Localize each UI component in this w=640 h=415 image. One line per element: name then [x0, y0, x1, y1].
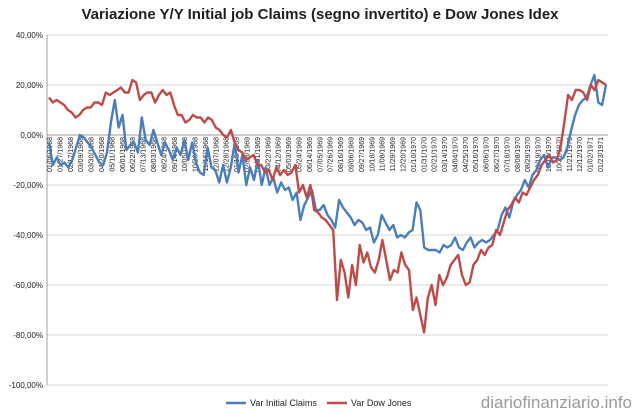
- series-line-dow-jones: [48, 78, 607, 334]
- x-tick-label: 07/13/1968: [141, 137, 148, 172]
- x-tick-label: 11/21/1970: [567, 137, 574, 172]
- x-tick-label: 12/07/1968: [213, 137, 220, 172]
- x-tick-label: 12/12/1970: [577, 137, 584, 172]
- x-tick-label: 11/08/1969: [380, 137, 387, 172]
- x-tick-label: 03/01/1969: [255, 137, 262, 172]
- x-tick-label: 09/27/1969: [359, 137, 366, 172]
- x-tick-label: 04/20/1968: [99, 137, 106, 172]
- x-tick-label: 07/05/1969: [317, 137, 324, 172]
- x-tick-label: 03/09/1968: [78, 137, 85, 172]
- x-tick-label: 08/16/1969: [338, 137, 345, 172]
- x-tick-label: 04/04/1970: [452, 137, 459, 172]
- x-tick-label: 07/18/1970: [504, 137, 511, 172]
- x-tick-label: 06/22/1968: [130, 137, 137, 172]
- x-tick-label: 10/26/1968: [193, 137, 200, 172]
- x-tick-label: 02/08/1969: [245, 137, 252, 172]
- x-tick-label: 02/17/1968: [68, 137, 75, 172]
- x-tick-label: 05/11/1968: [109, 137, 116, 172]
- legend-label: Var Initial Claims: [250, 398, 317, 408]
- x-tick-label: 10/05/1968: [182, 137, 189, 172]
- x-tick-label: 01/18/1969: [234, 137, 241, 172]
- x-tick-label: 01/31/1970: [421, 137, 428, 172]
- x-tick-label: 06/06/1970: [484, 137, 491, 172]
- x-tick-label: 01/27/1968: [57, 137, 64, 172]
- x-tick-label: 03/14/1970: [442, 137, 449, 172]
- chart-title: Variazione Y/Y Initial job Claims (segno…: [81, 6, 559, 23]
- y-tick-label: -100,00%: [9, 381, 43, 390]
- x-tick-label: 09/19/1970: [536, 137, 543, 172]
- y-tick-label: 0,00%: [20, 131, 43, 140]
- x-tick-label: 08/24/1968: [161, 137, 168, 172]
- y-tick-label: 20,00%: [16, 81, 43, 90]
- x-tick-label: 08/08/1970: [515, 137, 522, 172]
- x-tick-label: 07/26/1969: [328, 137, 335, 172]
- x-tick-label: 10/18/1969: [369, 137, 376, 172]
- x-tick-label: 04/12/1969: [276, 137, 283, 172]
- y-tick-label: 40,00%: [16, 31, 43, 40]
- x-tick-label: 03/30/1968: [89, 137, 96, 172]
- legend-label: Var Dow Jones: [351, 398, 412, 408]
- y-tick-label: -40,00%: [13, 231, 43, 240]
- x-tick-label: 06/01/1968: [120, 137, 127, 172]
- x-tick-label: 12/28/1968: [224, 137, 231, 172]
- y-tick-label: -80,00%: [13, 331, 43, 340]
- x-tick-label: 05/24/1969: [297, 137, 304, 172]
- x-tick-label: 08/29/1970: [525, 137, 532, 172]
- x-tick-label: 11/29/1969: [390, 137, 397, 172]
- x-tick-label: 02/21/1970: [432, 137, 439, 172]
- x-tick-label: 05/03/1969: [286, 137, 293, 172]
- x-tick-label: 10/31/1970: [556, 137, 563, 172]
- x-tick-label: 06/27/1970: [494, 137, 501, 172]
- x-tick-label: 01/10/1970: [411, 137, 418, 172]
- x-tick-label: 06/14/1969: [307, 137, 314, 172]
- y-tick-label: -60,00%: [13, 281, 43, 290]
- x-tick-label: 05/16/1970: [473, 137, 480, 172]
- y-tick-label: -20,00%: [13, 181, 43, 190]
- x-tick-label: 08/03/1968: [151, 137, 158, 172]
- x-tick-label: 04/25/1970: [463, 137, 470, 172]
- x-tick-label: 09/06/1969: [348, 137, 355, 172]
- x-tick-label: 03/22/1969: [265, 137, 272, 172]
- watermark: diariofinanziario.info: [480, 393, 632, 412]
- x-tick-label: 01/02/1971: [588, 137, 595, 172]
- x-tick-label: 01/23/1971: [598, 137, 605, 172]
- x-tick-label: 12/20/1969: [400, 137, 407, 172]
